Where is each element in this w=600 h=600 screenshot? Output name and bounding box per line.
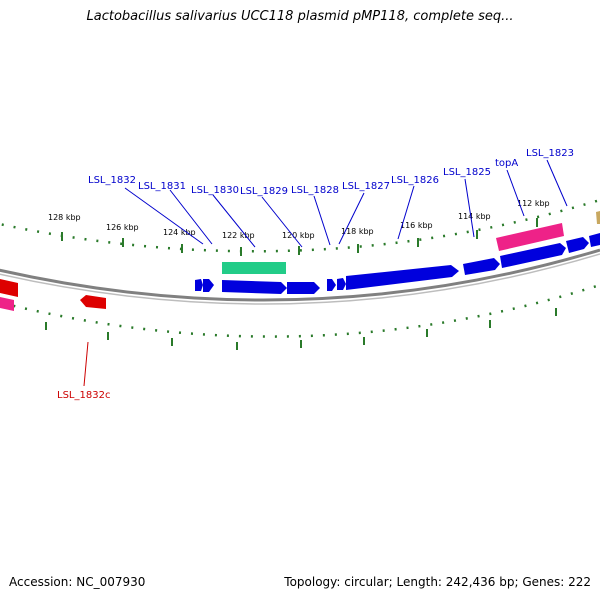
gene-label-lsl1832: LSL_1832 — [88, 175, 136, 186]
gene-label-lsl1823: LSL_1823 — [526, 148, 574, 159]
rna-feature[interactable] — [222, 262, 286, 274]
gene-label-lsl1826: LSL_1826 — [391, 175, 439, 186]
accession-text: Accession: NC_007930 — [9, 575, 146, 589]
cds-arrow[interactable] — [195, 279, 203, 291]
cds-arrow[interactable] — [589, 233, 600, 247]
inner-ruler-ticks — [45, 308, 557, 350]
backbone-arc-inner — [0, 253, 600, 305]
gene-label-lsl1828: LSL_1828 — [291, 185, 339, 196]
gene-label-lsl1827: LSL_1827 — [342, 181, 390, 192]
ruler-label-112: 112 kbp — [517, 199, 550, 208]
label-leader-line-rev — [83, 341, 89, 387]
ruler-label-122: 122 kbp — [222, 231, 255, 240]
gene-label-lsl1830: LSL_1830 — [191, 185, 239, 196]
ruler-label-124: 124 kbp — [163, 228, 196, 237]
tan-feature[interactable] — [596, 211, 600, 224]
cds-arrow[interactable] — [222, 280, 287, 294]
gene-label-lsl1831: LSL_1831 — [138, 181, 186, 192]
gene-label-lsl1829: LSL_1829 — [240, 186, 288, 197]
ruler-label-126: 126 kbp — [106, 223, 139, 232]
cds-arrow[interactable] — [500, 243, 566, 268]
summary-text: Topology: circular; Length: 242,436 bp; … — [284, 575, 591, 589]
cds-arrow[interactable] — [346, 265, 459, 290]
cds-arrow[interactable] — [463, 258, 500, 275]
outer-ruler-ticks — [61, 218, 538, 256]
cds-arrow[interactable] — [287, 282, 320, 294]
ruler-label-120: 120 kbp — [282, 231, 315, 240]
pink-feature[interactable] — [496, 223, 564, 251]
reverse-cds-arrow[interactable] — [0, 279, 18, 297]
gene-label-topa: topA — [495, 158, 518, 169]
gene-label-lsl1825: LSL_1825 — [443, 167, 491, 178]
map-title: Lactobacillus salivarius UCC118 plasmid … — [86, 9, 514, 24]
cds-arrow[interactable] — [337, 278, 346, 290]
ruler-label-114: 114 kbp — [458, 212, 491, 221]
reverse-cds-arrow[interactable] — [80, 295, 106, 309]
gene-label-lsl1832c: LSL_1832c — [57, 390, 110, 401]
ruler-label-116: 116 kbp — [400, 221, 433, 230]
cds-arrow[interactable] — [566, 237, 589, 253]
ruler-label-118: 118 kbp — [341, 227, 374, 236]
pink-reverse-feature[interactable] — [0, 297, 14, 311]
ruler-label-128: 128 kbp — [48, 213, 81, 222]
backbone-arc — [0, 248, 600, 302]
label-leader-lines — [124, 159, 568, 248]
cds-arrow[interactable] — [327, 279, 336, 291]
forward-cds-track — [195, 233, 600, 294]
cds-arrow[interactable] — [203, 279, 214, 292]
